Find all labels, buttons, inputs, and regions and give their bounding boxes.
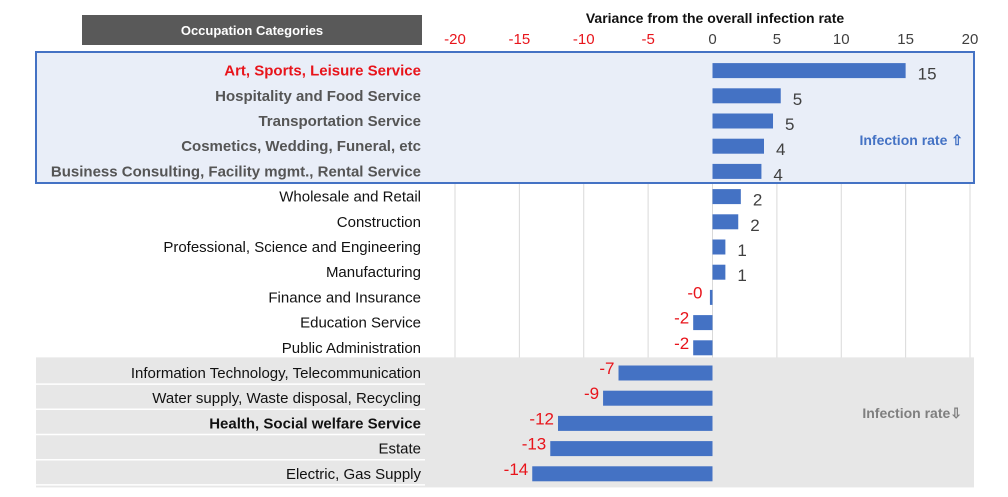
bar <box>712 214 739 230</box>
category-label: Professional, Science and Engineering <box>163 239 421 256</box>
category-label: Construction <box>337 214 421 231</box>
bar <box>712 63 906 79</box>
category-label: Education Service <box>300 315 421 332</box>
data-label: -2 <box>674 334 689 353</box>
data-label: 1 <box>737 266 746 285</box>
category-label: Information Technology, Telecommunicatio… <box>131 365 421 382</box>
category-label: Public Administration <box>282 340 421 357</box>
category-label: Business Consulting, Facility mgmt., Ren… <box>51 163 421 180</box>
data-label: -9 <box>584 384 599 403</box>
bar <box>712 88 781 104</box>
x-tick-label: 0 <box>708 31 716 48</box>
x-tick-label: 5 <box>773 31 781 48</box>
data-label: -7 <box>599 359 614 378</box>
x-tick-label: 10 <box>833 31 850 48</box>
bar <box>712 163 762 179</box>
category-label: Finance and Insurance <box>268 289 421 306</box>
bar <box>532 466 713 482</box>
group-highlights <box>35 51 975 488</box>
data-label: 1 <box>737 241 746 260</box>
bar <box>618 365 713 381</box>
data-label: 5 <box>793 90 802 109</box>
bar <box>712 189 741 205</box>
bar <box>712 239 726 255</box>
x-axis-ticks: -20 -15 -10 -5 0 5 10 15 20 <box>444 31 978 48</box>
infection-rate-up-annotation: Infection rate ⇧ <box>859 132 963 148</box>
bar <box>712 113 774 129</box>
category-label: Estate <box>378 441 421 458</box>
data-label: 2 <box>750 216 759 235</box>
x-tick-label: -20 <box>444 31 466 48</box>
category-label: Manufacturing <box>326 264 421 281</box>
x-tick-label: 20 <box>962 31 979 48</box>
category-label: Wholesale and Retail <box>279 189 421 206</box>
x-tick-label: -5 <box>641 31 654 48</box>
bar <box>558 415 713 431</box>
data-label: 4 <box>773 165 782 184</box>
category-label: Art, Sports, Leisure Service <box>224 63 421 80</box>
category-header-title: Occupation Categories <box>181 23 323 38</box>
category-label: Transportation Service <box>258 113 421 130</box>
category-label: Cosmetics, Wedding, Funeral, etc <box>181 138 421 155</box>
data-label: -12 <box>529 409 554 428</box>
data-label: -14 <box>504 460 529 479</box>
x-tick-label: -15 <box>509 31 531 48</box>
category-label: Water supply, Waste disposal, Recycling <box>152 390 421 407</box>
bar <box>693 340 713 356</box>
x-tick-label: -10 <box>573 31 595 48</box>
bars <box>532 63 906 482</box>
bar <box>603 390 713 406</box>
data-label: -0 <box>687 283 702 302</box>
decrease-group-highlight <box>36 357 974 488</box>
category-label: Hospitality and Food Service <box>215 88 421 105</box>
category-header-box <box>82 15 422 45</box>
bar <box>709 289 713 305</box>
bar <box>550 441 713 457</box>
infection-rate-down-annotation: Infection rate⇩ <box>862 405 962 421</box>
data-label: 15 <box>918 65 937 84</box>
data-label: 5 <box>785 115 794 134</box>
category-labels: Art, Sports, Leisure Service Hospitality … <box>51 63 422 483</box>
category-label: Electric, Gas Supply <box>286 466 422 483</box>
data-label: 2 <box>753 191 762 210</box>
bar <box>693 315 713 331</box>
bar <box>712 264 726 280</box>
chart-title: Variance from the overall infection rate <box>586 10 845 26</box>
bar <box>712 138 764 154</box>
data-label: -2 <box>674 309 689 328</box>
data-label: 4 <box>776 140 785 159</box>
x-tick-label: 15 <box>897 31 914 48</box>
category-label: Health, Social welfare Service <box>209 415 421 432</box>
data-label: -13 <box>522 435 547 454</box>
